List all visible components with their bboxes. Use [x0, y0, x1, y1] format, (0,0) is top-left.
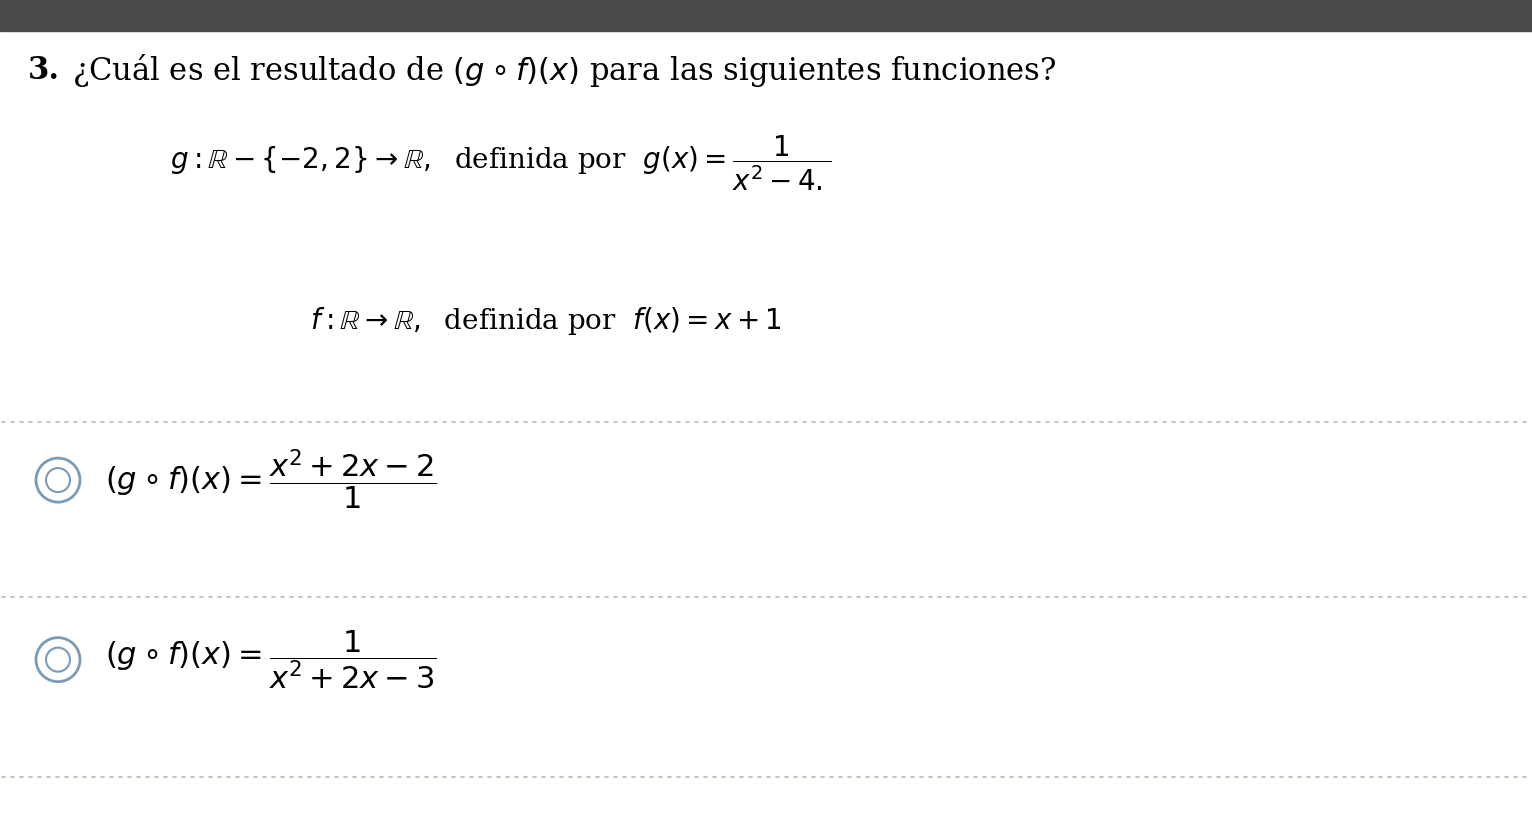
Text: $g : \mathbb{R} - \{-2, 2\} \rightarrow \mathbb{R},$  definida por  $g(x) = \dfr: $g : \mathbb{R} - \{-2, 2\} \rightarrow …	[170, 133, 832, 193]
Text: $(g \circ f)(x) = \dfrac{1}{x^2 + 2x - 3}$: $(g \circ f)(x) = \dfrac{1}{x^2 + 2x - 3…	[106, 628, 437, 691]
Text: $f : \mathbb{R} \rightarrow \mathbb{R},$  definida por  $f(x) = x + 1$: $f : \mathbb{R} \rightarrow \mathbb{R},$…	[309, 306, 781, 337]
Bar	[0, 0, 1532, 31]
Text: 3.: 3.	[28, 55, 60, 87]
Text: $(g \circ f)(x) = \dfrac{x^2 + 2x - 2}{1}$: $(g \circ f)(x) = \dfrac{x^2 + 2x - 2}{1…	[106, 448, 437, 512]
Text: ¿Cuál es el resultado de $(g \circ f)(x)$ para las siguientes funciones?: ¿Cuál es el resultado de $(g \circ f)(x)…	[72, 53, 1057, 89]
